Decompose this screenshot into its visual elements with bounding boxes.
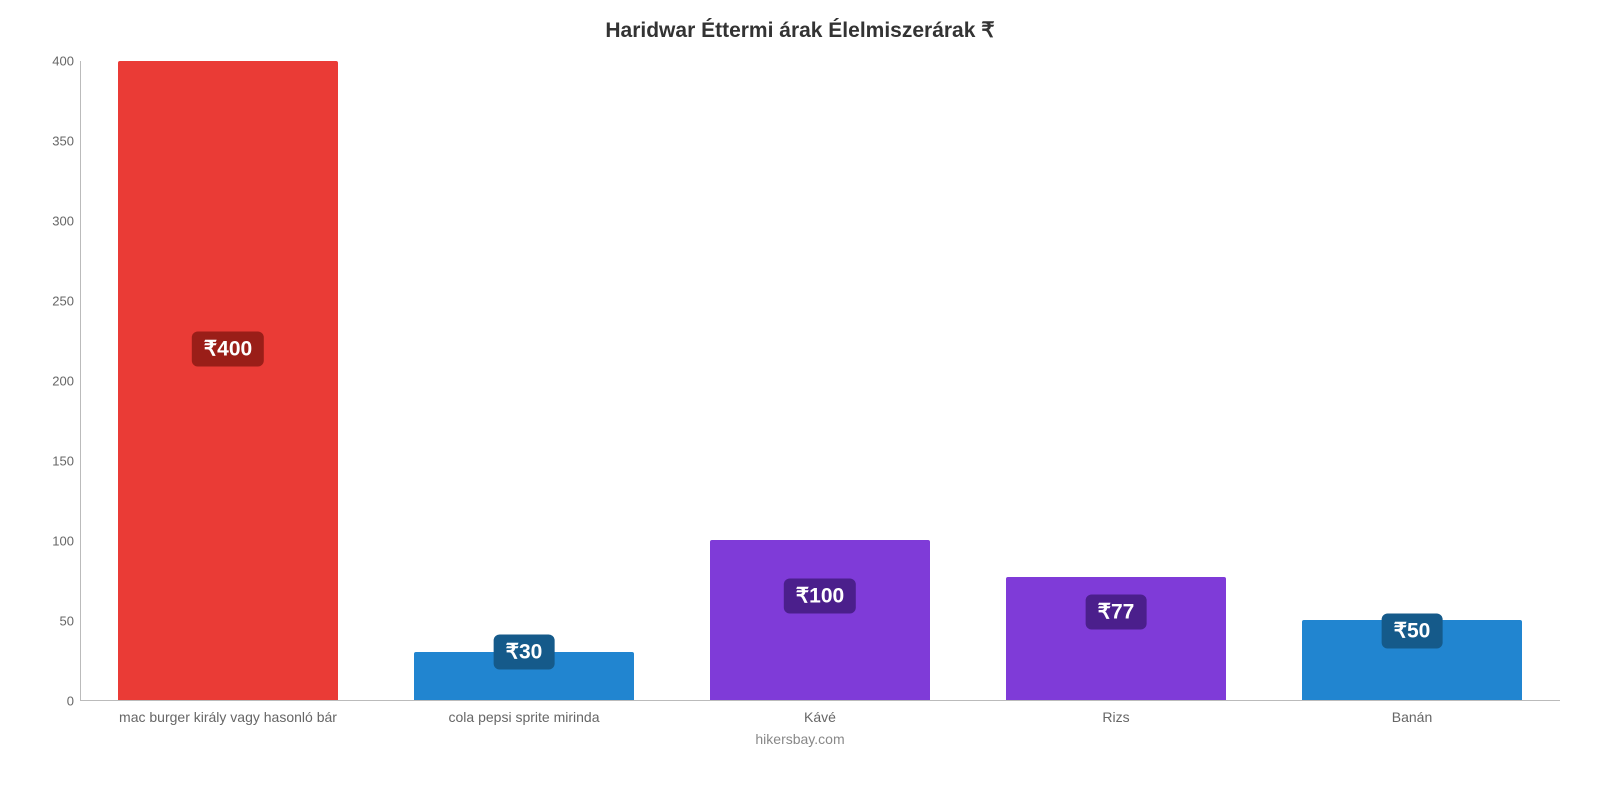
- x-tick-label: Banán: [1264, 701, 1560, 725]
- x-tick-label: Rizs: [968, 701, 1264, 725]
- y-tick-label: 0: [67, 694, 74, 709]
- bar-slot: ₹30: [376, 61, 672, 700]
- value-label: ₹100: [784, 579, 856, 614]
- y-tick-label: 300: [52, 214, 74, 229]
- y-tick-label: 400: [52, 54, 74, 69]
- bars-container: ₹400 ₹30 ₹100 ₹77 ₹50: [80, 61, 1560, 700]
- chart-footer: hikersbay.com: [40, 731, 1560, 747]
- bar-slot: ₹100: [672, 61, 968, 700]
- bar-chart: Haridwar Éttermi árak Élelmiszerárak ₹ 0…: [0, 0, 1600, 800]
- chart-title: Haridwar Éttermi árak Élelmiszerárak ₹: [40, 18, 1560, 43]
- y-tick-label: 200: [52, 374, 74, 389]
- bar: [710, 540, 929, 700]
- y-tick-label: 50: [60, 614, 74, 629]
- x-tick-label: mac burger király vagy hasonló bár: [80, 701, 376, 725]
- x-tick-label: Kávé: [672, 701, 968, 725]
- y-tick-label: 250: [52, 294, 74, 309]
- y-tick-label: 100: [52, 534, 74, 549]
- value-label: ₹400: [192, 331, 264, 366]
- bar-slot: ₹400: [80, 61, 376, 700]
- value-label: ₹50: [1382, 614, 1443, 649]
- x-tick-label: cola pepsi sprite mirinda: [376, 701, 672, 725]
- x-axis: mac burger király vagy hasonló bárcola p…: [80, 701, 1560, 725]
- bar-slot: ₹50: [1264, 61, 1560, 700]
- bar-slot: ₹77: [968, 61, 1264, 700]
- plot-area: 050100150200250300350400 ₹400₹30₹100₹77₹…: [40, 61, 1560, 701]
- y-axis: 050100150200250300350400: [40, 61, 80, 701]
- y-tick-label: 150: [52, 454, 74, 469]
- value-label: ₹30: [494, 635, 555, 670]
- y-tick-label: 350: [52, 134, 74, 149]
- plot: ₹400 ₹30 ₹100 ₹77 ₹50: [80, 61, 1560, 701]
- value-label: ₹77: [1086, 595, 1147, 630]
- bar: [118, 61, 337, 700]
